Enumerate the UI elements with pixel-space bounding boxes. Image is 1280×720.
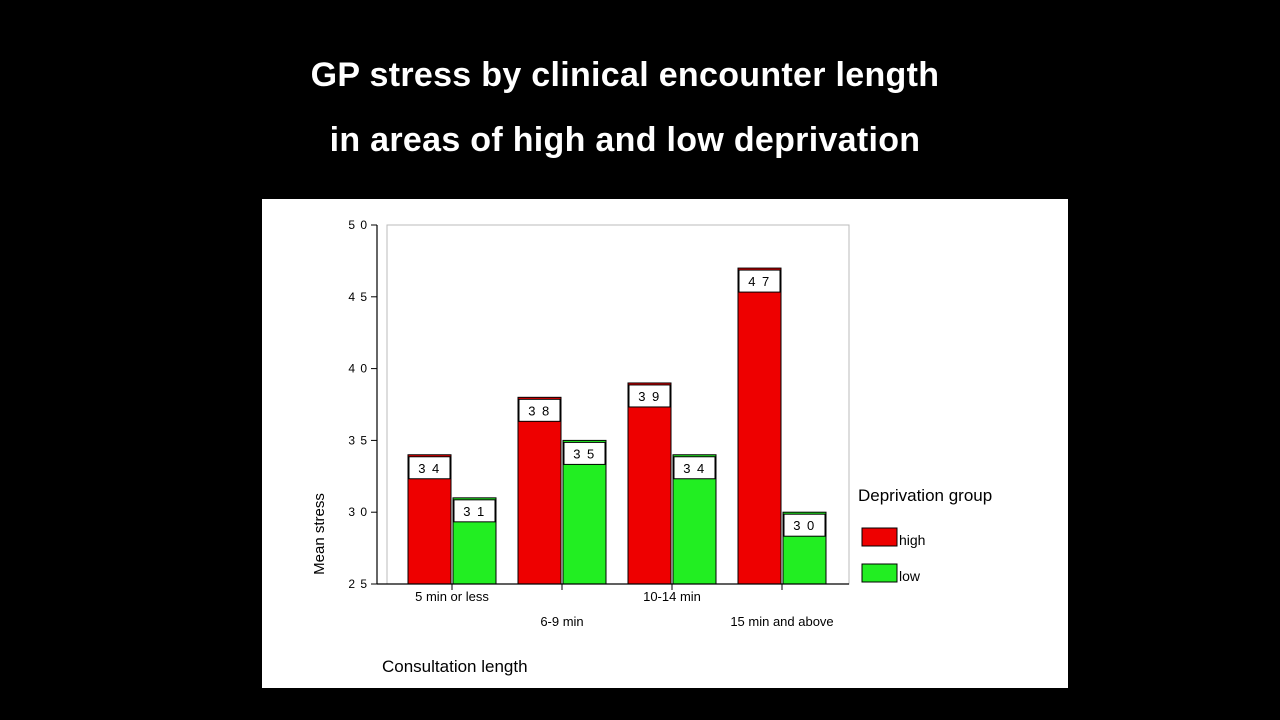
data-label: 3 9 — [638, 389, 661, 404]
x-axis-title: Consultation length — [382, 657, 528, 676]
y-tick-label: 5 0 — [348, 218, 368, 232]
x-tick-label: 15 min and above — [730, 614, 833, 629]
data-label-box — [563, 441, 606, 465]
x-tick-label: 10-14 min — [643, 589, 701, 604]
data-label-box — [518, 398, 561, 422]
slide-title: GP stress by clinical encounter length — [310, 56, 940, 94]
data-label: 3 4 — [418, 461, 441, 476]
y-tick-label: 4 0 — [348, 362, 368, 376]
data-label: 4 7 — [748, 274, 771, 289]
y-tick-label: 2 5 — [348, 577, 368, 591]
data-label: 3 0 — [793, 518, 816, 533]
bar-low: 3 4 — [672, 454, 717, 585]
data-label-box — [453, 499, 496, 523]
data-label: 3 5 — [573, 446, 596, 461]
y-tick-label: 3 0 — [348, 505, 368, 519]
data-label-box — [628, 384, 671, 408]
legend-item-low: low — [861, 563, 921, 584]
y-tick-label: 4 5 — [348, 290, 368, 304]
data-label: 3 4 — [683, 461, 706, 476]
x-tick-label: 5 min or less — [415, 589, 489, 604]
bar-low: 3 1 — [452, 497, 497, 585]
data-label-box — [673, 456, 716, 480]
bar-rect — [627, 382, 672, 585]
legend-label: low — [899, 568, 921, 584]
bar-rect — [517, 396, 562, 585]
y-tick-label: 3 5 — [348, 433, 368, 447]
y-axis-title: Mean stress — [311, 493, 328, 575]
data-label-box — [738, 269, 781, 293]
y-axis: 2 5 3 0 3 5 4 0 4 5 5 0 — [348, 218, 378, 591]
x-axis: 5 min or less 6-9 min 10-14 min 15 min and … — [377, 583, 849, 629]
legend-label: high — [899, 532, 925, 548]
bar-high: 3 9 — [627, 382, 672, 585]
legend-swatch — [861, 527, 898, 547]
bar-high: 3 8 — [517, 396, 562, 585]
data-label-box — [408, 456, 451, 480]
data-label: 3 1 — [463, 504, 486, 519]
legend-swatch — [861, 563, 898, 583]
data-label-box — [783, 513, 826, 537]
bars: 3 43 13 83 53 93 44 73 0 — [407, 267, 827, 585]
bar-high: 4 7 — [737, 267, 782, 585]
bar-high: 3 4 — [407, 454, 452, 585]
data-label: 3 8 — [528, 403, 551, 418]
x-tick-label: 6-9 min — [540, 614, 583, 629]
bar-low: 3 0 — [782, 511, 827, 585]
legend-title: Deprivation group — [858, 486, 992, 505]
bar-low: 3 5 — [562, 439, 607, 585]
legend-item-high: high — [861, 527, 925, 548]
bar-rect — [737, 267, 782, 585]
bar-chart: 2 53 03 54 04 55 0 3 43 13 83 53 93 44 7… — [311, 218, 992, 676]
legend: Deprivation group high low — [858, 486, 992, 584]
slide-subtitle: in areas of high and low deprivation — [329, 121, 921, 159]
